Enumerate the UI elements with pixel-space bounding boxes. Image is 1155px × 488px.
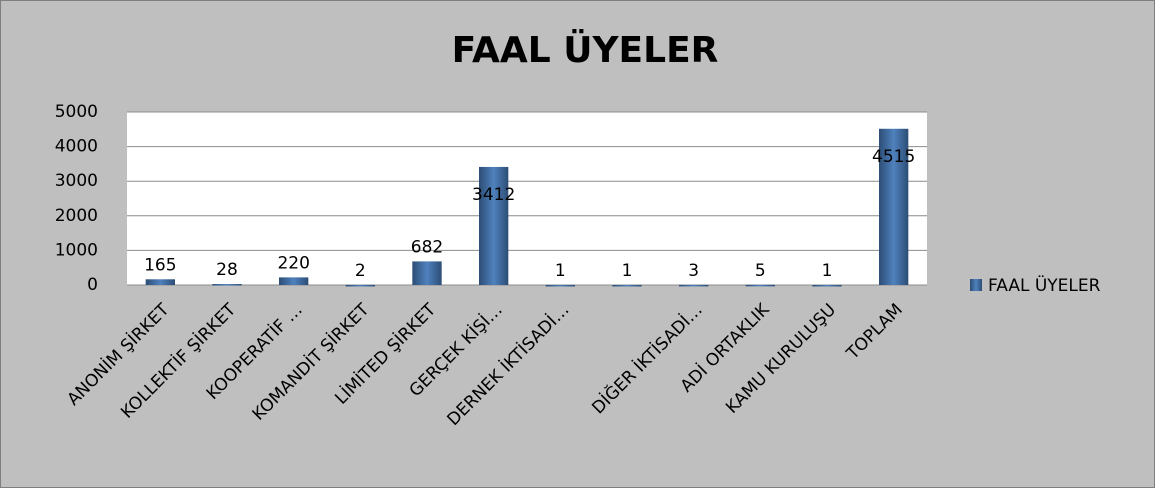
legend-label: FAAL ÜYELER — [988, 274, 1101, 296]
y-tick-label: 4000 — [55, 137, 98, 157]
legend-marker — [970, 279, 982, 291]
bar — [812, 284, 842, 287]
data-label: 165 — [144, 255, 176, 275]
bar — [745, 284, 775, 287]
data-label: 2 — [355, 261, 366, 281]
bar — [345, 284, 375, 287]
bar — [145, 279, 175, 285]
data-label: 5 — [755, 261, 766, 281]
y-tick-label: 1000 — [55, 240, 98, 260]
bar — [212, 284, 242, 286]
y-tick-label: 0 — [87, 275, 98, 295]
data-label: 3412 — [472, 185, 515, 205]
data-label: 4515 — [872, 147, 915, 167]
data-label: 1 — [622, 261, 633, 281]
bar — [412, 261, 442, 285]
data-label: 220 — [277, 253, 309, 273]
y-tick-label: 3000 — [55, 171, 98, 191]
data-label: 682 — [411, 237, 443, 257]
data-label: 3 — [688, 261, 699, 281]
y-tick-label: 5000 — [55, 102, 98, 122]
plot-area — [127, 112, 927, 285]
bar — [545, 284, 575, 287]
bar — [479, 166, 509, 285]
data-label: 1 — [822, 261, 833, 281]
bar — [279, 277, 309, 285]
bar — [679, 284, 709, 287]
data-label: 28 — [216, 260, 238, 280]
bar — [879, 128, 909, 285]
y-tick-label: 2000 — [55, 206, 98, 226]
chart-title: FAAL ÜYELER — [452, 29, 719, 71]
bar — [612, 284, 642, 287]
data-label: 1 — [555, 261, 566, 281]
